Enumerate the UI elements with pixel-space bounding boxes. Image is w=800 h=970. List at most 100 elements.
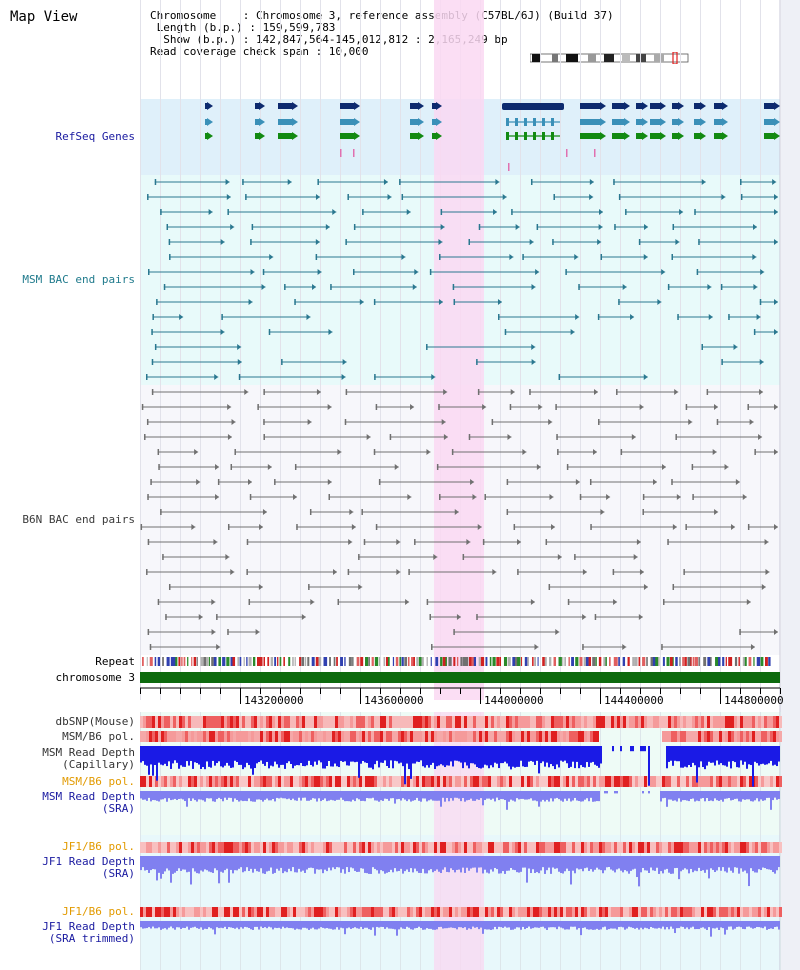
depth-bar [278,791,280,799]
depth-bar [408,856,410,872]
depth-bar [590,746,592,763]
b6n-bac-pair-end [227,524,230,530]
pol-cell [437,907,440,917]
depth-bar [722,791,724,802]
depth-bar [252,746,254,775]
depth-bar [732,856,734,873]
msm-bac-track[interactable] [146,179,778,380]
depth-bar [590,921,592,930]
depth-bar [168,746,170,762]
chromosome-bar [140,672,780,683]
depth-bar [196,746,198,764]
msm-bac-pair-end [401,254,406,260]
depth-bar [428,921,430,929]
pol-cell [728,842,731,853]
depth-bar [646,921,648,929]
depth-bar [266,746,268,762]
depth-bar [236,746,238,762]
msm-bac-pair-end [708,314,713,320]
depth-bar [322,856,324,874]
pol-cell [545,776,548,787]
b6n-bac-pair-end [263,434,265,440]
depth-bar [458,856,460,870]
pol-cell [779,716,782,728]
msm-read-depth-capillary-label: MSM Read Depth (Capillary) [42,746,135,771]
refseq-gene [432,133,436,139]
depth-bar [348,746,350,766]
repeat-mark [162,657,164,666]
pol-cell [629,842,632,853]
pol-cell [503,907,506,917]
pol-cell [398,776,401,787]
b6n-bac-track[interactable] [140,389,778,650]
pol-cell [500,731,503,742]
msm-bac-pair-end [774,299,778,305]
repeat-mark [440,657,443,666]
pol-cell [320,731,323,742]
depth-bar [296,746,298,766]
msm-bac-pair-end [468,239,470,245]
depth-bar [220,921,222,928]
depth-bar [560,856,562,874]
msm-bac-pair-end [147,194,149,200]
refseq-gene-arrow [700,118,706,126]
depth-bar [726,746,728,767]
depth-bar [166,856,168,869]
msm-bac-pair-end [412,284,417,290]
pol-cell [632,842,635,853]
depth-bar [676,746,678,762]
pol-cell [413,731,416,742]
pol-cell [227,776,230,787]
pol-cell [557,716,560,728]
pol-cell [401,776,404,787]
pol-cell [362,907,365,917]
pol-cell [716,907,719,917]
refseq-track[interactable] [205,102,780,171]
msm-bac-pair-end [269,254,274,260]
depth-bar [712,856,714,870]
pol-cell [278,842,281,853]
repeat-mark [399,657,402,666]
pol-cell [449,842,452,853]
msm-bac-pair-end [221,314,223,320]
depth-bar [716,746,718,761]
pol-cell [638,907,641,917]
pol-cell [452,716,455,728]
msm-bac-pair-end [679,209,684,215]
refseq-genes-label[interactable]: RefSeq Genes [55,130,135,143]
depth-bar [536,791,538,802]
pol-cell [584,842,587,853]
depth-bar [720,746,722,764]
depth-bar [484,746,486,765]
pol-cell [779,907,782,917]
b6n-bac-pair-end [636,539,641,545]
depth-bar [274,791,276,802]
refseq-gene [255,103,259,109]
pol-cell [443,776,446,787]
depth-bar [318,791,320,799]
pol-cell [512,842,515,853]
depth-bar [740,921,742,928]
pol-cell [176,731,179,742]
msm-bac-pair-end [720,284,723,290]
depth-bar [678,856,680,880]
pol-cell [476,731,479,742]
pol-cell [449,907,452,917]
b6n-bac-pair-end [230,464,233,470]
depth-bar [544,921,546,929]
refseq-gene-long [502,103,564,110]
repeat-mark [512,657,516,666]
msm-bac-pair-end [312,284,317,290]
msm-bac-label[interactable]: MSM BAC end pairs [22,273,135,286]
msm-bac-pair-end [598,224,603,230]
b6n-bac-label[interactable]: B6N BAC end pairs [22,513,135,526]
depth-bar [200,856,202,871]
repeat-mark [404,657,407,666]
depth-bar [188,791,190,799]
depth-bar [280,921,282,929]
pol-cell [434,731,437,742]
depth-bar [196,856,198,874]
depth-bar [488,856,490,874]
pol-cell [146,776,149,787]
chromosome-ideogram[interactable] [530,52,690,64]
